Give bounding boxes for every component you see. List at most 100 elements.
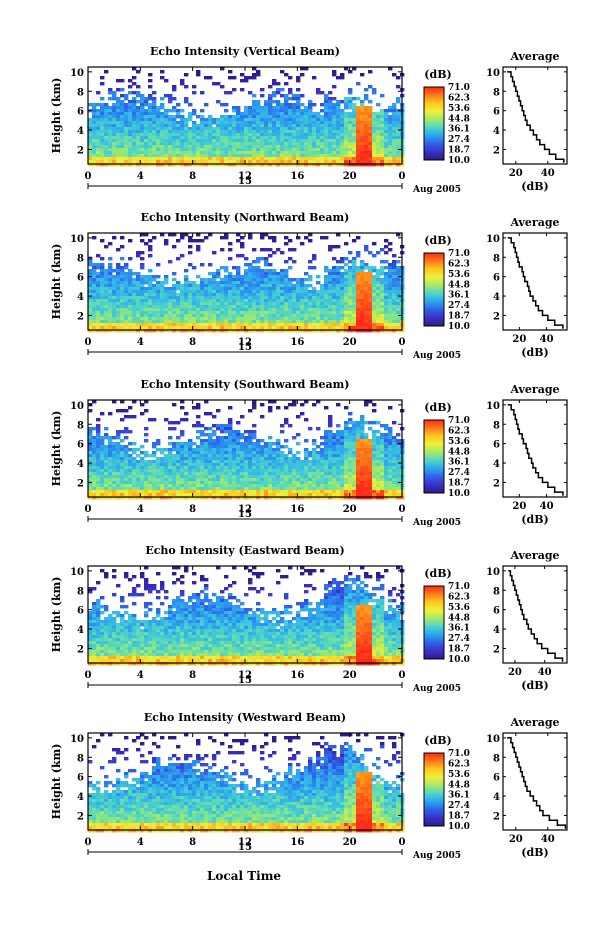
colorbar-unit: (dB) [424, 68, 451, 81]
profile-point [529, 295, 532, 297]
profile-point [547, 486, 549, 489]
profile-title: Average [509, 549, 559, 562]
profile-point [521, 109, 523, 112]
profile-y-tick-label: 10 [486, 68, 500, 79]
x-tick-label: 12 [238, 670, 252, 681]
x-tick-label: 0 [85, 504, 92, 515]
profile-point [516, 761, 519, 763]
x-tick-label: 8 [189, 670, 196, 681]
profile-y-tick-label: 6 [493, 606, 500, 617]
colorbar-tick-label: 44.8 [448, 613, 470, 623]
profile-point [561, 660, 564, 662]
x-tick-label: 0 [85, 171, 92, 182]
profile-point [541, 481, 544, 484]
y-axis-label: Height (km) [50, 577, 63, 653]
profile-point [518, 100, 520, 102]
profile-point [521, 775, 523, 778]
profile-x-tick-label: 20 [509, 168, 523, 179]
heatmap-field [88, 400, 405, 500]
profile-point [563, 161, 565, 163]
profile-point [548, 819, 551, 822]
profile-point [521, 613, 524, 616]
x-tick-label: 0 [399, 337, 406, 348]
y-tick-label: 4 [77, 126, 84, 137]
x-tick-label: 8 [189, 337, 196, 348]
profile-point [562, 327, 564, 329]
y-tick-label: 6 [77, 107, 84, 118]
profile-point [546, 652, 549, 655]
colorbar-tick-label: 44.8 [448, 447, 470, 457]
profile-point [507, 71, 509, 73]
x-tick-label: 8 [189, 504, 196, 515]
x-tick-label: 0 [85, 670, 92, 681]
colorbar [423, 86, 445, 161]
profile-point [515, 594, 518, 596]
profile-point [523, 114, 525, 117]
y-axis-label: Height (km) [50, 744, 63, 820]
y-tick-label: 4 [77, 459, 84, 470]
profile-point [511, 80, 514, 83]
colorbar-tick-label: 62.3 [448, 259, 470, 269]
profile-point [553, 491, 556, 493]
beam-panel: Echo Intensity (Northward Beam) Height (k… [50, 211, 568, 361]
profile-y-tick-label: 4 [493, 459, 500, 470]
heatmap-field [88, 566, 405, 666]
profile-point [530, 462, 533, 464]
date-tick-label: 15 [238, 842, 252, 853]
profile-point [507, 737, 509, 739]
heatmap-field [88, 733, 405, 833]
colorbar-tick-label: 62.3 [448, 426, 470, 436]
profile-xlabel: (dB) [521, 346, 548, 359]
profile-point [530, 633, 533, 635]
profile-point [534, 304, 537, 307]
colorbar [423, 419, 445, 494]
profile-x-tick-label: 40 [541, 834, 555, 845]
y-tick-label: 10 [70, 734, 84, 745]
colorbar-tick-label: 10.0 [448, 322, 470, 332]
profile-point [521, 438, 523, 440]
profile-point [515, 90, 517, 93]
profile-point [539, 809, 541, 812]
profile-point [517, 261, 519, 263]
y-tick-label: 2 [77, 478, 84, 489]
profile-point [510, 241, 512, 244]
profile-xlabel: (dB) [521, 679, 548, 692]
profile-point [562, 494, 564, 496]
profile-y-tick-label: 8 [493, 87, 500, 98]
profile-point [522, 442, 525, 445]
colorbar-tick-label: 53.6 [448, 104, 470, 114]
profile-point [532, 800, 535, 802]
colorbar-unit: (dB) [424, 401, 451, 414]
colorbar-tick-label: 44.8 [448, 114, 470, 124]
profile-point [513, 413, 515, 416]
colorbar-tick-label: 53.6 [448, 437, 470, 447]
profile-x-tick-label: 40 [540, 334, 554, 345]
profile-y-tick-label: 2 [493, 811, 500, 822]
x-tick-label: 8 [189, 837, 196, 848]
profile-point [529, 795, 531, 797]
profile-point [542, 814, 544, 817]
profile-point [513, 246, 515, 249]
panel-title: Echo Intensity (Eastward Beam) [145, 544, 344, 557]
profile-point [518, 433, 521, 435]
profile-x-tick-label: 20 [512, 334, 526, 345]
x-tick-label: 4 [137, 670, 144, 681]
date-label: Aug 2005 [412, 851, 461, 861]
y-tick-label: 4 [77, 292, 84, 303]
profile-x-tick-label: 40 [538, 667, 552, 678]
profile-point [532, 134, 535, 136]
profile-y-tick-label: 6 [493, 440, 500, 451]
profile-point [517, 428, 519, 430]
profile-point [519, 771, 522, 773]
colorbar-tick-label: 36.1 [448, 458, 470, 468]
date-tick-label: 15 [238, 176, 252, 187]
profile-y-tick-label: 10 [486, 234, 500, 245]
profile-title: Average [509, 716, 559, 729]
y-axis-label: Height (km) [50, 411, 63, 487]
profile-point [537, 309, 540, 312]
y-tick-label: 2 [77, 811, 84, 822]
profile-point [518, 604, 521, 606]
profile-point [526, 790, 528, 792]
profile-y-tick-label: 10 [486, 401, 500, 412]
colorbar-tick-label: 18.7 [448, 312, 470, 322]
